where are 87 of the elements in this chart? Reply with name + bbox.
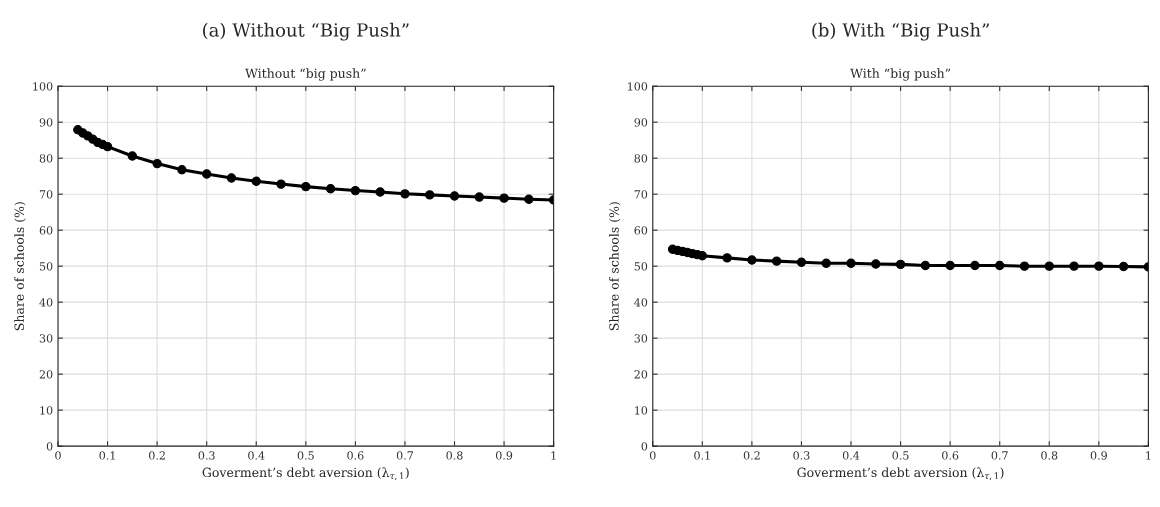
y-tick-label: 90: [634, 118, 648, 127]
y-tick-label: 0: [46, 442, 53, 451]
chart-title: (a) Without “Big Push”: [203, 22, 409, 41]
y-tick-label: 60: [39, 226, 53, 235]
point: [895, 259, 906, 270]
point: [920, 260, 931, 271]
y-tick-label: 80: [39, 154, 53, 163]
y-tick-label: 40: [39, 298, 53, 307]
x-tick-label: 0.9: [1090, 451, 1107, 460]
point: [846, 258, 856, 268]
point: [301, 181, 311, 192]
x-tick-label: 0.2: [743, 451, 760, 460]
point: [177, 165, 187, 175]
point: [722, 253, 732, 263]
y-tick-label: 10: [635, 406, 648, 415]
point: [375, 187, 385, 197]
y-tick-label: 10: [40, 406, 53, 415]
point: [747, 255, 757, 265]
point: [276, 179, 286, 189]
point: [350, 185, 361, 196]
point: [1069, 261, 1079, 271]
point: [251, 176, 261, 186]
point: [1044, 261, 1054, 271]
point: [499, 193, 509, 203]
x-tick-label: 0.7: [396, 451, 413, 460]
y-tick-label: 50: [634, 262, 648, 271]
y-tick-label: 30: [39, 334, 53, 343]
point: [871, 259, 881, 269]
point: [945, 260, 955, 271]
x-tick-label: 1: [1146, 451, 1151, 460]
x-tick-label: 0.9: [495, 451, 513, 460]
point: [152, 158, 162, 169]
point: [226, 173, 237, 183]
y-tick-label: 80: [634, 154, 648, 163]
x-tick-label: 0.8: [1041, 451, 1058, 460]
point: [796, 257, 807, 267]
x-tick-label: 0.5: [892, 451, 909, 460]
y-tick-label: 50: [39, 262, 53, 271]
x-tick-label: 0: [649, 451, 656, 460]
x-tick-label: 0.1: [99, 451, 115, 460]
x-tick-label: 1: [551, 451, 556, 460]
x-tick-label: 0.5: [297, 451, 314, 460]
point: [771, 256, 782, 266]
point: [425, 190, 435, 200]
chart-subtitle: Without “big push”: [245, 68, 366, 81]
point: [1019, 261, 1030, 271]
point: [102, 141, 113, 152]
chart-subtitle: With “big push”: [850, 68, 951, 81]
y-axis-title: Share of schools (%): [14, 202, 26, 331]
y-tick-label: 100: [33, 82, 53, 91]
y-tick-label: 30: [634, 334, 648, 343]
y-tick-label: 90: [39, 118, 53, 127]
x-tick-label: 0.4: [842, 451, 860, 460]
y-tick-label: 60: [634, 226, 648, 235]
x-tick-label: 0.8: [446, 451, 463, 460]
x-tick-label: 0.2: [149, 451, 165, 460]
point: [1094, 261, 1104, 271]
y-tick-label: 70: [39, 190, 53, 199]
x-tick-label: 0.6: [347, 451, 364, 460]
y-tick-label: 70: [634, 190, 648, 199]
point: [821, 258, 831, 268]
y-tick-label: 100: [628, 82, 648, 91]
x-tick-label: 0.4: [248, 451, 265, 460]
point: [400, 189, 410, 199]
x-tick-label: 0.3: [793, 451, 810, 460]
y-tick-label: 20: [39, 370, 53, 379]
chart-title: (b) With “Big Push”: [812, 22, 989, 41]
x-axis-title: Goverment’s debt aversion (λ$_{τ,1}$): [202, 467, 409, 481]
x-tick-label: 0: [55, 451, 61, 460]
point: [1118, 261, 1129, 272]
x-tick-label: 0.1: [694, 451, 710, 460]
x-tick-label: 0.6: [942, 451, 959, 460]
point: [325, 184, 336, 194]
point: [202, 169, 212, 179]
point: [995, 260, 1005, 271]
point: [524, 194, 534, 204]
x-tick-label: 0.7: [991, 451, 1008, 460]
point: [449, 191, 460, 201]
x-tick-label: 0.3: [198, 451, 215, 460]
y-tick-label: 0: [641, 442, 648, 451]
point: [127, 151, 138, 161]
point: [970, 260, 980, 271]
y-tick-label: 20: [634, 370, 648, 379]
x-axis-title: Goverment’s debt aversion (λ$_{τ,1}$): [797, 467, 1004, 481]
y-axis-title: Share of schools (%): [609, 202, 621, 331]
point: [474, 192, 484, 202]
y-tick-label: 40: [634, 298, 648, 307]
